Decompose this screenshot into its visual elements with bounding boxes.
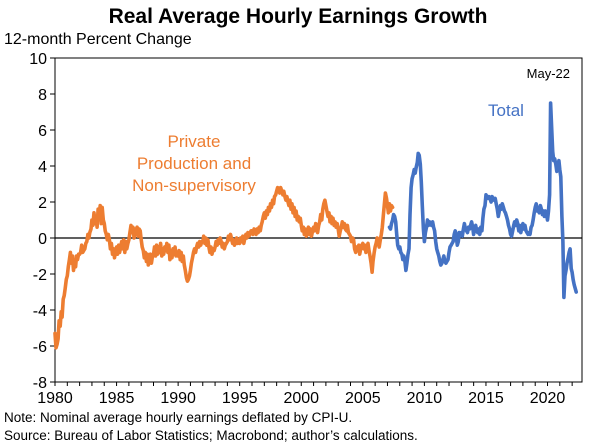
series-line xyxy=(387,101,578,300)
x-tick-label: 2015 xyxy=(468,390,504,407)
series-label: Total xyxy=(488,101,524,120)
y-tick-label: -4 xyxy=(33,303,47,320)
x-tick-label: 1985 xyxy=(99,390,135,407)
y-tick-label: -6 xyxy=(33,339,47,356)
y-tick-label: 10 xyxy=(29,51,47,68)
y-axis-ticks: 10 8 6 4 2 0 -2 -4 -6 -8 xyxy=(29,51,55,392)
y-tick-label: -8 xyxy=(33,375,47,392)
footnote-source: Source: Bureau of Labor Statistics; Macr… xyxy=(4,428,418,443)
chart-title: Real Average Hourly Earnings Growth xyxy=(109,5,488,28)
series-label: Private xyxy=(168,132,221,151)
y-tick-label: 2 xyxy=(38,195,47,212)
y-tick-label: 8 xyxy=(38,87,47,104)
series-line xyxy=(53,185,395,350)
x-axis-ticks: 1980 1985 1990 1995 2000 2005 2010 2015 2020 xyxy=(37,382,573,407)
y-tick-label: -2 xyxy=(33,267,47,284)
series-labels: Private Production and Non-supervisory Tota… xyxy=(132,101,524,195)
y-tick-label: 0 xyxy=(38,231,47,248)
series-label: Production and xyxy=(137,154,251,173)
series-label: Non-supervisory xyxy=(132,176,256,195)
x-tick-label: 2000 xyxy=(283,390,319,407)
footnote-note: Note: Nominal average hourly earnings de… xyxy=(4,410,352,425)
x-tick-label: 2020 xyxy=(530,390,566,407)
x-tick-label: 1980 xyxy=(37,390,73,407)
plot-area-frame xyxy=(54,57,583,383)
x-tick-label: 1995 xyxy=(222,390,258,407)
x-tick-label: 1990 xyxy=(160,390,196,407)
series-layer xyxy=(53,101,578,350)
latest-date-label: May-22 xyxy=(527,66,570,81)
x-tick-label: 2010 xyxy=(407,390,443,407)
y-tick-label: 4 xyxy=(38,159,47,176)
x-tick-label: 2005 xyxy=(345,390,381,407)
y-axis-label: 12-month Percent Change xyxy=(4,31,192,48)
y-tick-label: 6 xyxy=(38,123,47,140)
